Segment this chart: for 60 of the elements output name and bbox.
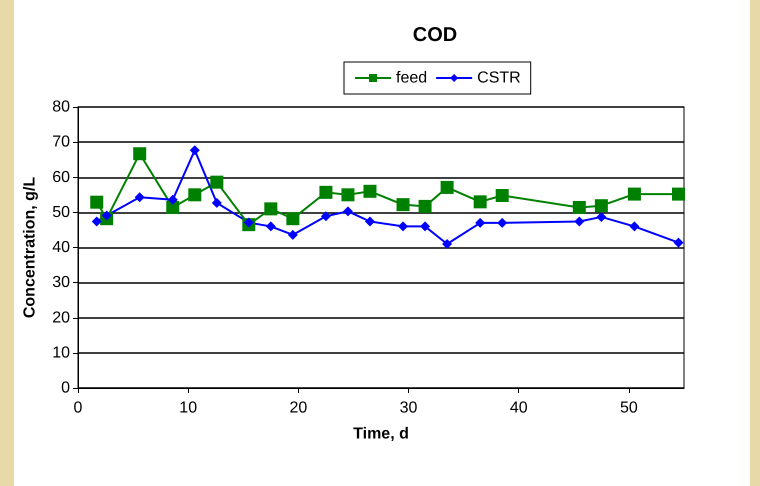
point: [166, 200, 180, 214]
y-tick-label: 10: [52, 344, 70, 362]
point: [264, 202, 278, 216]
point: [210, 176, 224, 189]
point: [628, 188, 641, 201]
point: [341, 188, 354, 202]
point: [442, 238, 452, 249]
y-tick-label: 50: [52, 204, 70, 221]
point: [363, 184, 376, 198]
y-axis-title: Concentration, g/L: [22, 176, 38, 318]
point: [629, 221, 640, 232]
point: [364, 216, 375, 227]
point: [342, 206, 353, 216]
chart-title: COD: [412, 24, 458, 46]
point: [398, 221, 408, 232]
point: [440, 180, 454, 194]
y-tick-label: 0: [61, 380, 70, 396]
point: [212, 198, 222, 208]
point: [672, 188, 685, 201]
point: [133, 147, 146, 160]
legend-label: CSTR: [477, 70, 521, 86]
point: [90, 196, 104, 209]
y-tick-label: 30: [52, 274, 70, 292]
point: [420, 221, 430, 232]
point: [288, 230, 298, 240]
point: [286, 212, 300, 226]
point: [319, 186, 332, 199]
point: [594, 199, 608, 212]
point: [572, 200, 586, 214]
legend-label: feed: [396, 70, 428, 86]
x-tick-label: 0: [74, 400, 83, 416]
point: [474, 195, 487, 208]
x-tick-label: 10: [179, 400, 198, 416]
x-tick-label: 30: [400, 400, 418, 416]
point: [190, 145, 200, 156]
point: [320, 211, 331, 222]
point: [92, 216, 102, 227]
point: [266, 221, 276, 232]
point: [673, 238, 684, 248]
x-axis-title: Time, d: [353, 426, 409, 442]
point: [134, 192, 145, 202]
point: [574, 216, 584, 227]
point: [596, 212, 606, 222]
point: [244, 218, 254, 228]
x-tick-label: 50: [620, 400, 638, 416]
point: [497, 218, 508, 228]
point: [102, 210, 112, 221]
point: [418, 200, 432, 213]
y-tick-label: 20: [52, 309, 70, 326]
x-tick-label: 40: [510, 400, 528, 416]
y-tick-label: 60: [52, 168, 70, 186]
point: [168, 194, 178, 205]
point: [396, 198, 410, 212]
point: [475, 218, 486, 228]
point: [188, 188, 202, 202]
y-tick-label: 80: [52, 98, 70, 116]
point: [496, 189, 509, 202]
y-tick-label: 70: [52, 134, 70, 151]
y-tick-label: 40: [52, 239, 70, 256]
x-tick-label: 20: [289, 400, 308, 416]
